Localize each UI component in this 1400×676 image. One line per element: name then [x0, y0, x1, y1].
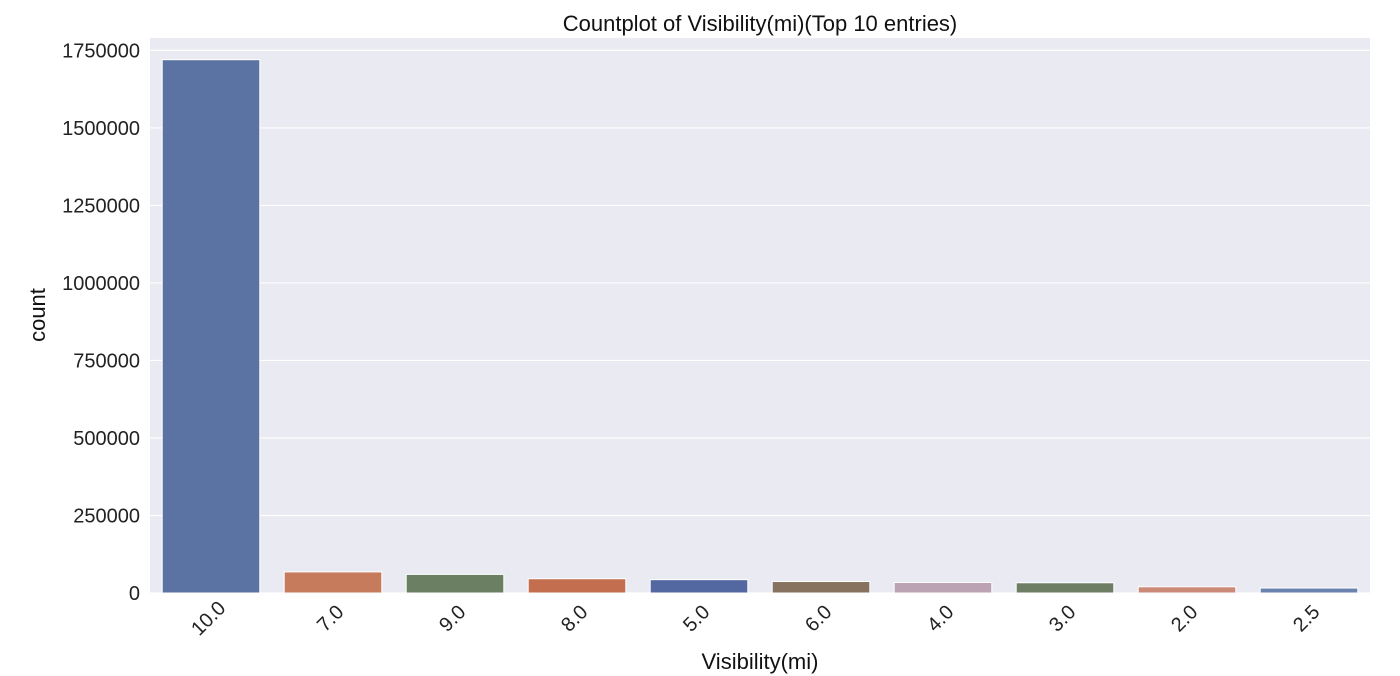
bar-4-0: [893, 581, 993, 594]
bar-6-0: [771, 581, 871, 594]
bar-3-0: [1015, 582, 1115, 594]
y-tick-label: 1250000: [62, 195, 140, 217]
x-tick-label: 2.5: [1289, 601, 1324, 636]
x-tick-label: 8.0: [557, 601, 592, 636]
x-tick-label: 9.0: [435, 601, 470, 636]
x-tick-label: 5.0: [679, 601, 714, 636]
y-tick-label: 750000: [73, 350, 140, 372]
x-tick-label: 7.0: [313, 601, 348, 636]
y-tick-label: 1500000: [62, 118, 140, 140]
y-tick-label: 500000: [73, 428, 140, 450]
x-tick-label: 6.0: [801, 601, 836, 636]
x-tick-labels: 10.0 7.0 9.0 8.0 5.0 6.0 4.0 3.0 2.0 2.5: [187, 597, 1324, 640]
bar-2-5: [1259, 587, 1359, 594]
y-axis-label: count: [25, 288, 50, 342]
bar-8-0: [527, 578, 627, 594]
x-axis-label: Visibility(mi): [702, 649, 819, 674]
bar-5-0: [649, 579, 749, 594]
x-tick-label: 3.0: [1045, 601, 1080, 636]
y-tick-label: 1000000: [62, 273, 140, 295]
x-tick-label: 4.0: [923, 601, 958, 636]
chart-title: Countplot of Visibility(mi)(Top 10 entri…: [563, 11, 958, 36]
plot-area: [150, 38, 1370, 593]
x-tick-label: 2.0: [1167, 601, 1202, 636]
bar-10-0: [161, 59, 261, 594]
bars: [161, 59, 1359, 594]
y-tick-label: 1750000: [62, 40, 140, 62]
y-tick-labels: 0 250000 500000 750000 1000000 1250000 1500000…: [62, 40, 140, 605]
bar-7-0: [283, 571, 383, 594]
y-tick-label: 0: [129, 583, 140, 605]
bar-9-0: [405, 573, 505, 594]
y-tick-label: 250000: [73, 505, 140, 527]
grid-lines: [150, 49, 1370, 594]
x-tick-label: 10.0: [187, 597, 230, 640]
bar-2-0: [1137, 586, 1237, 594]
